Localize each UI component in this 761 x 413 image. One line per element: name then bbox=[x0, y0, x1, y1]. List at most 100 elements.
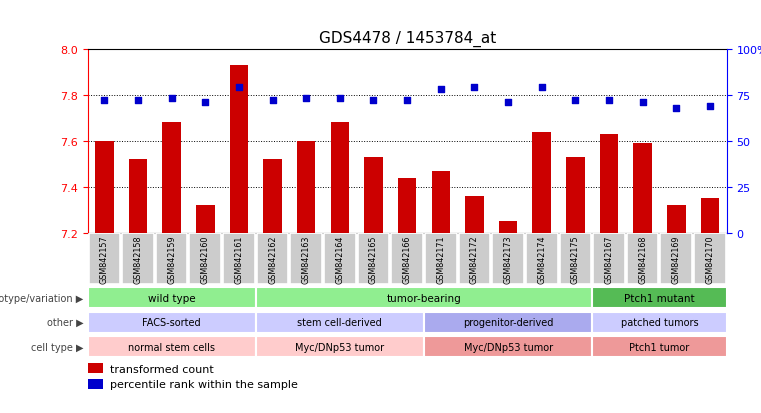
Point bbox=[368, 98, 380, 104]
Point bbox=[704, 103, 716, 110]
FancyBboxPatch shape bbox=[459, 234, 490, 285]
Point bbox=[670, 105, 683, 112]
Text: GSM842172: GSM842172 bbox=[470, 235, 479, 283]
FancyBboxPatch shape bbox=[694, 234, 726, 285]
Bar bbox=[162, 123, 181, 233]
Bar bbox=[667, 206, 686, 233]
Bar bbox=[600, 135, 618, 233]
Bar bbox=[263, 160, 282, 233]
Text: GSM842158: GSM842158 bbox=[133, 235, 142, 283]
Bar bbox=[592, 336, 727, 357]
Point bbox=[536, 85, 548, 91]
Text: GSM842170: GSM842170 bbox=[705, 235, 715, 283]
Bar bbox=[431, 171, 450, 233]
Point bbox=[300, 96, 312, 102]
FancyBboxPatch shape bbox=[324, 234, 355, 285]
Point bbox=[569, 98, 581, 104]
Text: GSM842164: GSM842164 bbox=[336, 235, 344, 283]
Text: GSM842163: GSM842163 bbox=[301, 235, 310, 283]
Text: GSM842167: GSM842167 bbox=[604, 235, 613, 283]
Point bbox=[233, 85, 245, 91]
Bar bbox=[256, 312, 424, 333]
Point bbox=[502, 100, 514, 106]
Text: GSM842166: GSM842166 bbox=[403, 235, 412, 283]
Text: other ▶: other ▶ bbox=[47, 317, 84, 328]
FancyBboxPatch shape bbox=[492, 234, 524, 285]
Bar bbox=[498, 222, 517, 233]
FancyBboxPatch shape bbox=[559, 234, 591, 285]
Text: GSM842165: GSM842165 bbox=[369, 235, 378, 283]
Text: Myc/DNp53 tumor: Myc/DNp53 tumor bbox=[463, 342, 552, 352]
Title: GDS4478 / 1453784_at: GDS4478 / 1453784_at bbox=[319, 31, 495, 47]
Bar bbox=[230, 66, 248, 233]
Text: GSM842169: GSM842169 bbox=[672, 235, 681, 283]
Text: stem cell-derived: stem cell-derived bbox=[298, 317, 382, 328]
FancyBboxPatch shape bbox=[627, 234, 658, 285]
FancyBboxPatch shape bbox=[189, 234, 221, 285]
Bar bbox=[566, 157, 584, 233]
FancyBboxPatch shape bbox=[291, 234, 322, 285]
Text: patched tumors: patched tumors bbox=[621, 317, 699, 328]
FancyBboxPatch shape bbox=[358, 234, 390, 285]
Text: GSM842160: GSM842160 bbox=[201, 235, 210, 283]
Text: GSM842174: GSM842174 bbox=[537, 235, 546, 283]
Text: tumor-bearing: tumor-bearing bbox=[387, 293, 461, 303]
Point bbox=[401, 98, 413, 104]
Bar bbox=[88, 363, 103, 373]
Text: Ptch1 tumor: Ptch1 tumor bbox=[629, 342, 689, 352]
Point bbox=[166, 96, 178, 102]
Point bbox=[636, 100, 648, 106]
Bar bbox=[592, 287, 727, 309]
Text: GSM842175: GSM842175 bbox=[571, 235, 580, 283]
Bar bbox=[592, 312, 727, 333]
Point bbox=[334, 96, 346, 102]
Text: GSM842173: GSM842173 bbox=[504, 235, 513, 283]
Bar bbox=[95, 142, 113, 233]
FancyBboxPatch shape bbox=[425, 234, 457, 285]
Bar bbox=[196, 206, 215, 233]
Text: GSM842168: GSM842168 bbox=[638, 235, 647, 283]
Text: wild type: wild type bbox=[148, 293, 196, 303]
FancyBboxPatch shape bbox=[661, 234, 692, 285]
Bar bbox=[424, 312, 592, 333]
Bar bbox=[88, 379, 103, 389]
Text: cell type ▶: cell type ▶ bbox=[31, 342, 84, 352]
FancyBboxPatch shape bbox=[256, 234, 288, 285]
FancyBboxPatch shape bbox=[593, 234, 625, 285]
Point bbox=[98, 98, 110, 104]
Bar bbox=[701, 199, 719, 233]
FancyBboxPatch shape bbox=[156, 234, 187, 285]
Text: Ptch1 mutant: Ptch1 mutant bbox=[624, 293, 695, 303]
Text: GSM842157: GSM842157 bbox=[100, 235, 109, 283]
Point bbox=[132, 98, 144, 104]
Bar bbox=[633, 144, 652, 233]
Text: Myc/DNp53 tumor: Myc/DNp53 tumor bbox=[295, 342, 384, 352]
Bar bbox=[256, 287, 592, 309]
FancyBboxPatch shape bbox=[123, 234, 154, 285]
FancyBboxPatch shape bbox=[223, 234, 255, 285]
Bar bbox=[465, 197, 484, 233]
Bar bbox=[424, 336, 592, 357]
Bar bbox=[365, 157, 383, 233]
Text: FACS-sorted: FACS-sorted bbox=[142, 317, 201, 328]
Bar bbox=[330, 123, 349, 233]
Bar bbox=[129, 160, 147, 233]
FancyBboxPatch shape bbox=[526, 234, 558, 285]
Text: normal stem cells: normal stem cells bbox=[128, 342, 215, 352]
Text: percentile rank within the sample: percentile rank within the sample bbox=[110, 380, 298, 389]
Bar bbox=[88, 287, 256, 309]
Text: progenitor-derived: progenitor-derived bbox=[463, 317, 553, 328]
Point bbox=[266, 98, 279, 104]
Bar bbox=[88, 336, 256, 357]
Point bbox=[435, 87, 447, 93]
Bar bbox=[398, 178, 416, 233]
Text: transformed count: transformed count bbox=[110, 364, 214, 374]
Bar bbox=[533, 132, 551, 233]
Point bbox=[603, 98, 615, 104]
Text: GSM842171: GSM842171 bbox=[436, 235, 445, 283]
Text: GSM842162: GSM842162 bbox=[268, 235, 277, 283]
Text: genotype/variation ▶: genotype/variation ▶ bbox=[0, 293, 84, 303]
Bar bbox=[88, 312, 256, 333]
Text: GSM842159: GSM842159 bbox=[167, 235, 176, 283]
Text: GSM842161: GSM842161 bbox=[234, 235, 244, 283]
